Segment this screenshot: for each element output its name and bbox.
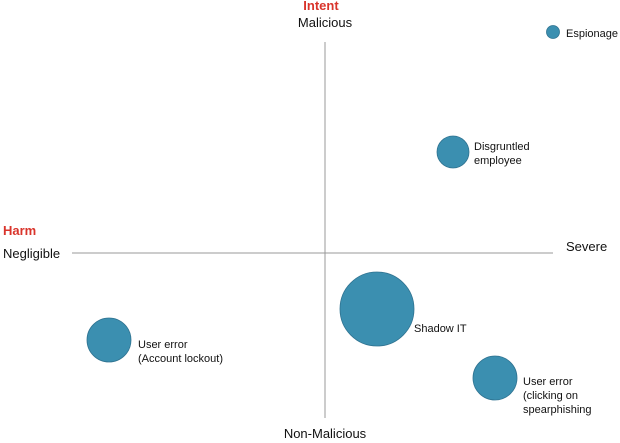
bubble-disgruntled-employee-label-line: employee (474, 155, 522, 167)
bubble-shadow-it-label-line: Shadow IT (414, 323, 467, 335)
non-malicious-label: Non-Malicious (284, 426, 367, 438)
bubbles-group: Espionage Disgruntled employee Shadow IT Use… (86, 25, 618, 416)
malicious-label: Malicious (298, 15, 353, 30)
intent-title: Intent (303, 0, 339, 13)
bubble-shadow-it-label: Shadow IT (414, 323, 467, 335)
bubble-disgruntled-employee-label: Disgruntled employee (474, 141, 530, 167)
bubble-espionage (546, 25, 560, 39)
negligible-label: Negligible (3, 246, 60, 261)
bubble-disgruntled-employee-label-line: Disgruntled (474, 141, 530, 153)
bubble-user-error-lockout-label-line: (Account lockout) (138, 353, 223, 365)
bubble-user-error-lockout (86, 317, 132, 363)
bubble-user-error-spearphishing (472, 355, 518, 401)
bubble-user-error-lockout-label: User error (Account lockout) (138, 339, 223, 365)
bubble-disgruntled-employee (436, 135, 470, 169)
bubble-user-error-spearphishing-label: User error (clicking on spearphishing (523, 376, 592, 416)
bubble-shadow-it (339, 271, 415, 347)
bubble-user-error-spearphishing-label-line: spearphishing (523, 404, 592, 416)
severe-label: Severe (566, 239, 607, 254)
bubble-espionage-label: Espionage (566, 28, 618, 40)
bubble-user-error-spearphishing-label-line: (clicking on (523, 390, 578, 402)
bubble-user-error-lockout-label-line: User error (138, 339, 188, 351)
harm-title: Harm (3, 223, 36, 238)
bubble-espionage-label-line: Espionage (566, 28, 618, 40)
bubble-user-error-spearphishing-label-line: User error (523, 376, 573, 388)
